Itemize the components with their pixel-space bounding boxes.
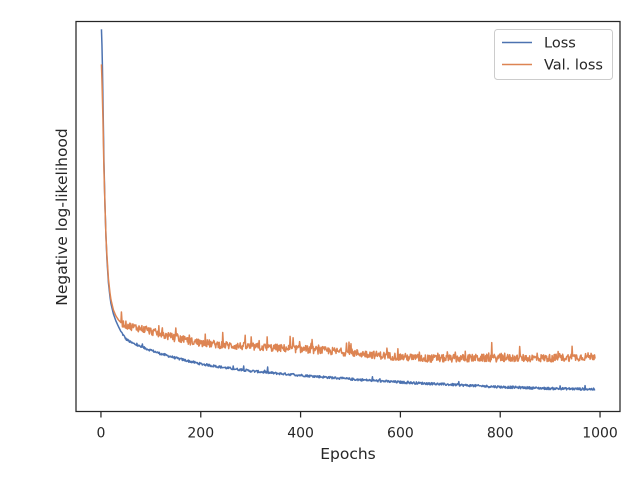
x-axis-label: Epochs bbox=[320, 445, 376, 463]
x-tick-label: 400 bbox=[287, 426, 314, 442]
legend-label-val-loss: Val. loss bbox=[544, 58, 603, 74]
x-axis: 0 200 400 600 800 1000 bbox=[96, 411, 618, 442]
series-line-loss bbox=[100, 29, 596, 391]
plot-frame bbox=[75, 20, 621, 413]
x-tick-label: 0 bbox=[96, 426, 105, 442]
x-tick-label: 800 bbox=[487, 426, 514, 442]
x-tick-label: 600 bbox=[387, 426, 414, 442]
series-line-val-loss bbox=[100, 64, 596, 363]
legend-label-loss: Loss bbox=[544, 36, 576, 52]
x-tick-label: 1000 bbox=[582, 426, 618, 442]
x-tick-label: 200 bbox=[187, 426, 214, 442]
y-axis-label: Negative log-likelihood bbox=[53, 128, 71, 306]
legend: Loss Val. loss bbox=[494, 29, 613, 80]
plot-lines bbox=[100, 29, 596, 391]
